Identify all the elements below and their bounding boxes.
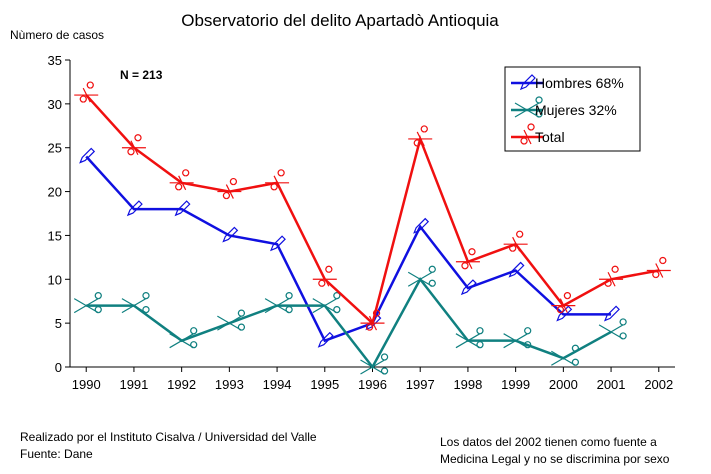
pencil-marker: [269, 235, 286, 252]
x-tick-label: 1991: [119, 377, 148, 392]
y-tick-label: 5: [55, 316, 62, 331]
scissors-marker: [407, 265, 436, 287]
pencil-marker: [79, 147, 96, 164]
footer-text: Realizado por el Instituto Cisalva / Uni…: [20, 430, 317, 444]
scissors-marker: [121, 134, 146, 156]
pencil-marker: [317, 331, 334, 348]
scissors-marker: [74, 81, 99, 103]
scissors-marker: [265, 169, 290, 191]
x-tick-label: 1997: [406, 377, 435, 392]
scissors-marker: [646, 257, 671, 279]
pencil-marker: [556, 305, 573, 322]
x-tick-label: 1990: [72, 377, 101, 392]
x-tick-label: 1999: [501, 377, 530, 392]
x-tick-label: 1993: [215, 377, 244, 392]
legend-label: Total: [535, 129, 565, 145]
scissors-marker: [515, 123, 539, 145]
scissors-marker: [169, 169, 194, 191]
scissors-marker: [514, 96, 543, 118]
y-tick-label: 25: [48, 141, 62, 156]
pencil-marker: [413, 217, 430, 234]
x-tick-label: 1998: [453, 377, 482, 392]
scissors-marker: [408, 125, 433, 147]
annotation: N = 213: [120, 68, 163, 82]
footer-text: Medicina Legal y no se discrimina por se…: [440, 452, 670, 466]
pencil-marker: [603, 305, 620, 322]
scissors-marker: [455, 327, 484, 349]
scissors-marker: [455, 248, 480, 270]
scissors-marker: [503, 230, 528, 252]
series-line: [86, 277, 612, 370]
x-tick-label: 2000: [549, 377, 578, 392]
y-tick-label: 0: [55, 360, 62, 375]
scissors-marker: [360, 309, 385, 331]
x-tick-label: 1996: [358, 377, 387, 392]
scissors-marker: [264, 292, 293, 314]
pencil-marker: [460, 279, 477, 296]
x-tick-label: 1995: [310, 377, 339, 392]
scissors-marker: [360, 353, 389, 375]
pencil-marker: [508, 261, 525, 278]
y-axis-label: Nùmero de casos: [10, 28, 104, 42]
scissors-marker: [312, 265, 337, 287]
footer-text: Fuente: Dane: [20, 447, 93, 461]
scissors-marker: [598, 318, 627, 340]
scissors-marker: [169, 327, 198, 349]
scissors-marker: [503, 327, 532, 349]
chart-title: Observatorio del delito Apartadò Antioqu…: [181, 11, 499, 30]
x-tick-label: 2002: [644, 377, 673, 392]
y-tick-label: 15: [48, 228, 62, 243]
scissors-marker: [217, 178, 242, 200]
scissors-marker: [551, 292, 576, 314]
footer-text: Los datos del 2002 tienen como fuente a: [440, 435, 657, 449]
pencil-marker: [519, 74, 536, 91]
scissors-marker: [551, 344, 579, 366]
y-tick-label: 10: [48, 272, 62, 287]
legend-label: Mujeres 32%: [535, 102, 617, 118]
y-tick-label: 35: [48, 53, 62, 68]
scissors-marker: [599, 265, 624, 287]
scissors-marker: [73, 292, 102, 314]
x-tick-label: 2001: [597, 377, 626, 392]
x-tick-label: 1994: [263, 377, 292, 392]
series-line: [85, 155, 612, 343]
scissors-marker: [312, 292, 341, 314]
scissors-marker: [217, 309, 245, 331]
pencil-marker: [222, 226, 239, 243]
scissors-marker: [121, 292, 150, 314]
x-tick-label: 1992: [167, 377, 196, 392]
y-tick-label: 20: [48, 185, 62, 200]
pencil-marker: [126, 200, 143, 217]
pencil-marker: [174, 200, 191, 217]
y-tick-label: 30: [48, 97, 62, 112]
legend-label: Hombres 68%: [535, 75, 624, 91]
